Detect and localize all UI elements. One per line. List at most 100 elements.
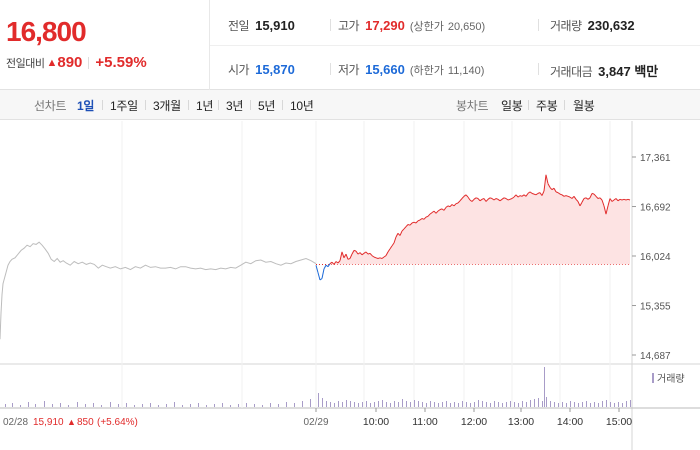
prev-day-close-summary: 02/28 15,910 ▲ 850 (+5.64%) (3, 417, 138, 428)
tab-weekly-candle[interactable]: 주봉 (536, 99, 558, 113)
volume-bar (262, 405, 263, 407)
today-price-segment (335, 261, 339, 264)
prev-change-amount: 850 (77, 417, 94, 428)
y-tick-label: 16,692 (640, 203, 671, 214)
today-price-segment (507, 198, 511, 201)
today-price-segment (395, 233, 399, 238)
volume-bar (134, 405, 135, 407)
volume-bar (550, 401, 551, 407)
volume-bar (35, 404, 36, 407)
today-price-segment (615, 198, 619, 202)
today-price-segment (469, 199, 473, 202)
divider (538, 63, 539, 75)
prev-change-percent: (+5.64%) (97, 417, 138, 428)
volume-bar (610, 402, 611, 407)
tab-1-year[interactable]: 1년 (196, 99, 214, 113)
tab-divider (564, 100, 565, 110)
volume-bar (542, 401, 543, 407)
today-price-segment (543, 174, 547, 192)
today-price-segment (459, 198, 463, 202)
tab-1-day[interactable]: 1일 (77, 99, 95, 113)
tab-5-years[interactable]: 5년 (258, 99, 276, 113)
volume-bar (530, 400, 531, 407)
today-price-segment (599, 197, 603, 201)
today-price-segment (595, 195, 599, 199)
volume-bar (350, 401, 351, 407)
volume-bar (426, 403, 427, 407)
y-axis-ticks: 17,361 16,692 16,024 15,355 14,687 (632, 153, 671, 362)
volume-bar (586, 401, 587, 407)
today-price-segment (539, 192, 543, 196)
volume-bar (93, 403, 94, 407)
tab-10-years[interactable]: 10년 (290, 99, 314, 113)
volume-bar (174, 402, 175, 407)
volume-bar (442, 402, 443, 407)
today-fill-area (316, 174, 630, 265)
tab-3-years[interactable]: 3년 (226, 99, 244, 113)
volume-bar (126, 403, 127, 407)
today-price-segment (487, 197, 491, 200)
today-price-segment (403, 226, 407, 230)
volume-bar (270, 403, 271, 407)
y-tick-label: 15,355 (640, 302, 671, 313)
stock-summary: 16,800 전일대비 ▲ 890 +5.59% 전일 15,910 고가 17… (0, 0, 700, 90)
today-price-segment (375, 257, 379, 259)
change-label: 전일대비 (6, 57, 45, 70)
prev-date-label: 02/28 (3, 417, 28, 428)
today-price-segment (343, 253, 347, 259)
change-row: 전일대비 ▲ 890 +5.59% (6, 54, 147, 71)
tab-3-months[interactable]: 3개월 (153, 99, 181, 113)
volume-bar (526, 402, 527, 407)
volume-bar (166, 404, 167, 407)
volume-bar (12, 403, 13, 407)
up-arrow-icon: ▲ (67, 417, 76, 427)
turnover: 거래대금 3,847 백만 (550, 61, 658, 80)
volume-bar (602, 401, 603, 407)
today-price-segment (619, 198, 623, 201)
today-price-segment (467, 196, 471, 201)
today-price-segment (379, 257, 383, 259)
volume-bar (514, 402, 515, 407)
volume-bar (318, 393, 319, 407)
today-price-segment (491, 198, 495, 201)
volume-bar (546, 397, 547, 407)
volume-bar (230, 405, 231, 407)
today-price-segment (461, 195, 465, 199)
volume-bar (462, 401, 463, 407)
today-price-segment (499, 198, 503, 202)
today-price-segment (623, 198, 627, 201)
volume-bar (150, 403, 151, 407)
lower-limit-value: 11,140) (447, 65, 485, 77)
volume-bar (498, 402, 499, 407)
today-price-segment (493, 198, 497, 201)
line-chart-label: 선차트 (34, 99, 67, 113)
today-price-segment (567, 195, 571, 198)
volume-bar (594, 402, 595, 407)
today-price-segment (323, 264, 327, 270)
high-value: 17,290 (365, 18, 405, 33)
volume-bar (622, 403, 623, 407)
today-price-segment (401, 228, 405, 232)
today-price-segment (563, 195, 567, 197)
today-price-segment (497, 198, 501, 202)
divider (330, 19, 331, 31)
today-price-segment (483, 198, 487, 202)
tab-daily-candle[interactable]: 일봉 (501, 99, 523, 113)
today-price-segment (607, 198, 611, 207)
volume-bar (438, 403, 439, 407)
volume-bar (454, 402, 455, 407)
today-price-segment (579, 201, 583, 207)
volume-bar (626, 401, 627, 407)
tab-monthly-candle[interactable]: 월봉 (573, 99, 595, 113)
today-price-segment (559, 193, 563, 196)
y-tick-label: 14,687 (640, 351, 671, 362)
today-price-segment (449, 204, 453, 208)
volume-bar (370, 403, 371, 407)
volume-bar (118, 404, 119, 407)
tab-1-week[interactable]: 1주일 (110, 99, 138, 113)
today-price-segment (463, 194, 467, 197)
volume-bar (5, 404, 6, 407)
change-amount: 890 (57, 54, 83, 71)
today-price-segment (429, 212, 433, 215)
today-price-segment (489, 197, 493, 199)
